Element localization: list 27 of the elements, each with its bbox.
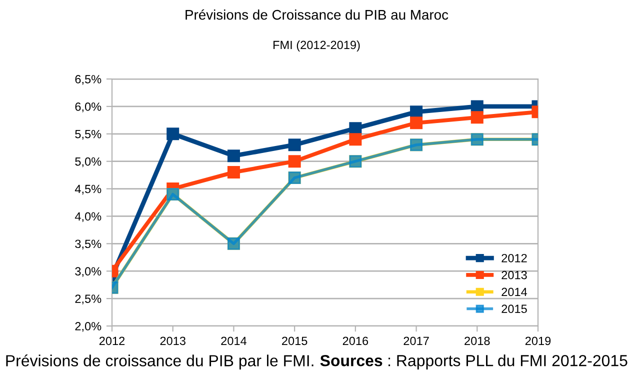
y-tick-label: 5,5% bbox=[75, 130, 102, 140]
y-tick-label: 3,5% bbox=[75, 240, 102, 250]
x-tick-label: 2015 bbox=[282, 336, 308, 346]
x-tick-label: 2017 bbox=[404, 336, 429, 346]
x-tick-label: 2018 bbox=[464, 336, 490, 346]
y-tick-label: 4,5% bbox=[74, 184, 102, 195]
y-tick-label: 6,5% bbox=[75, 75, 102, 85]
legend-label: 2012 bbox=[502, 254, 527, 262]
legend-label: 2014 bbox=[502, 288, 528, 296]
x-tick-label: 2014 bbox=[221, 336, 246, 346]
text: : Rapports PLL du FMI 2012-2015 bbox=[388, 354, 628, 370]
legend-label: 2013 bbox=[502, 270, 527, 280]
x-tick-label: 2013 bbox=[160, 336, 186, 346]
y-tick-label: 2,5% bbox=[75, 294, 102, 304]
x-tick-label: 2019 bbox=[525, 336, 551, 346]
chart-subtitle: FMI (2012-2019) bbox=[274, 40, 360, 52]
y-tick-label: 5,0% bbox=[75, 157, 102, 168]
x-tick-label: 2016 bbox=[342, 336, 368, 346]
chart-title: Prévisions de Croissance du PIB au Maroc bbox=[186, 9, 448, 20]
y-tick-label: 6,0% bbox=[75, 102, 102, 112]
text: Sources bbox=[320, 354, 382, 366]
y-tick-label: 2,0% bbox=[75, 322, 102, 332]
x-tick-label: 2012 bbox=[99, 336, 125, 346]
text: Prévisions de croissance du PIB par le FMI. bbox=[6, 354, 314, 370]
y-tick-label: 4,0% bbox=[74, 212, 102, 222]
legend-label: 2015 bbox=[502, 304, 527, 314]
y-tick-label: 3,0% bbox=[75, 267, 102, 277]
